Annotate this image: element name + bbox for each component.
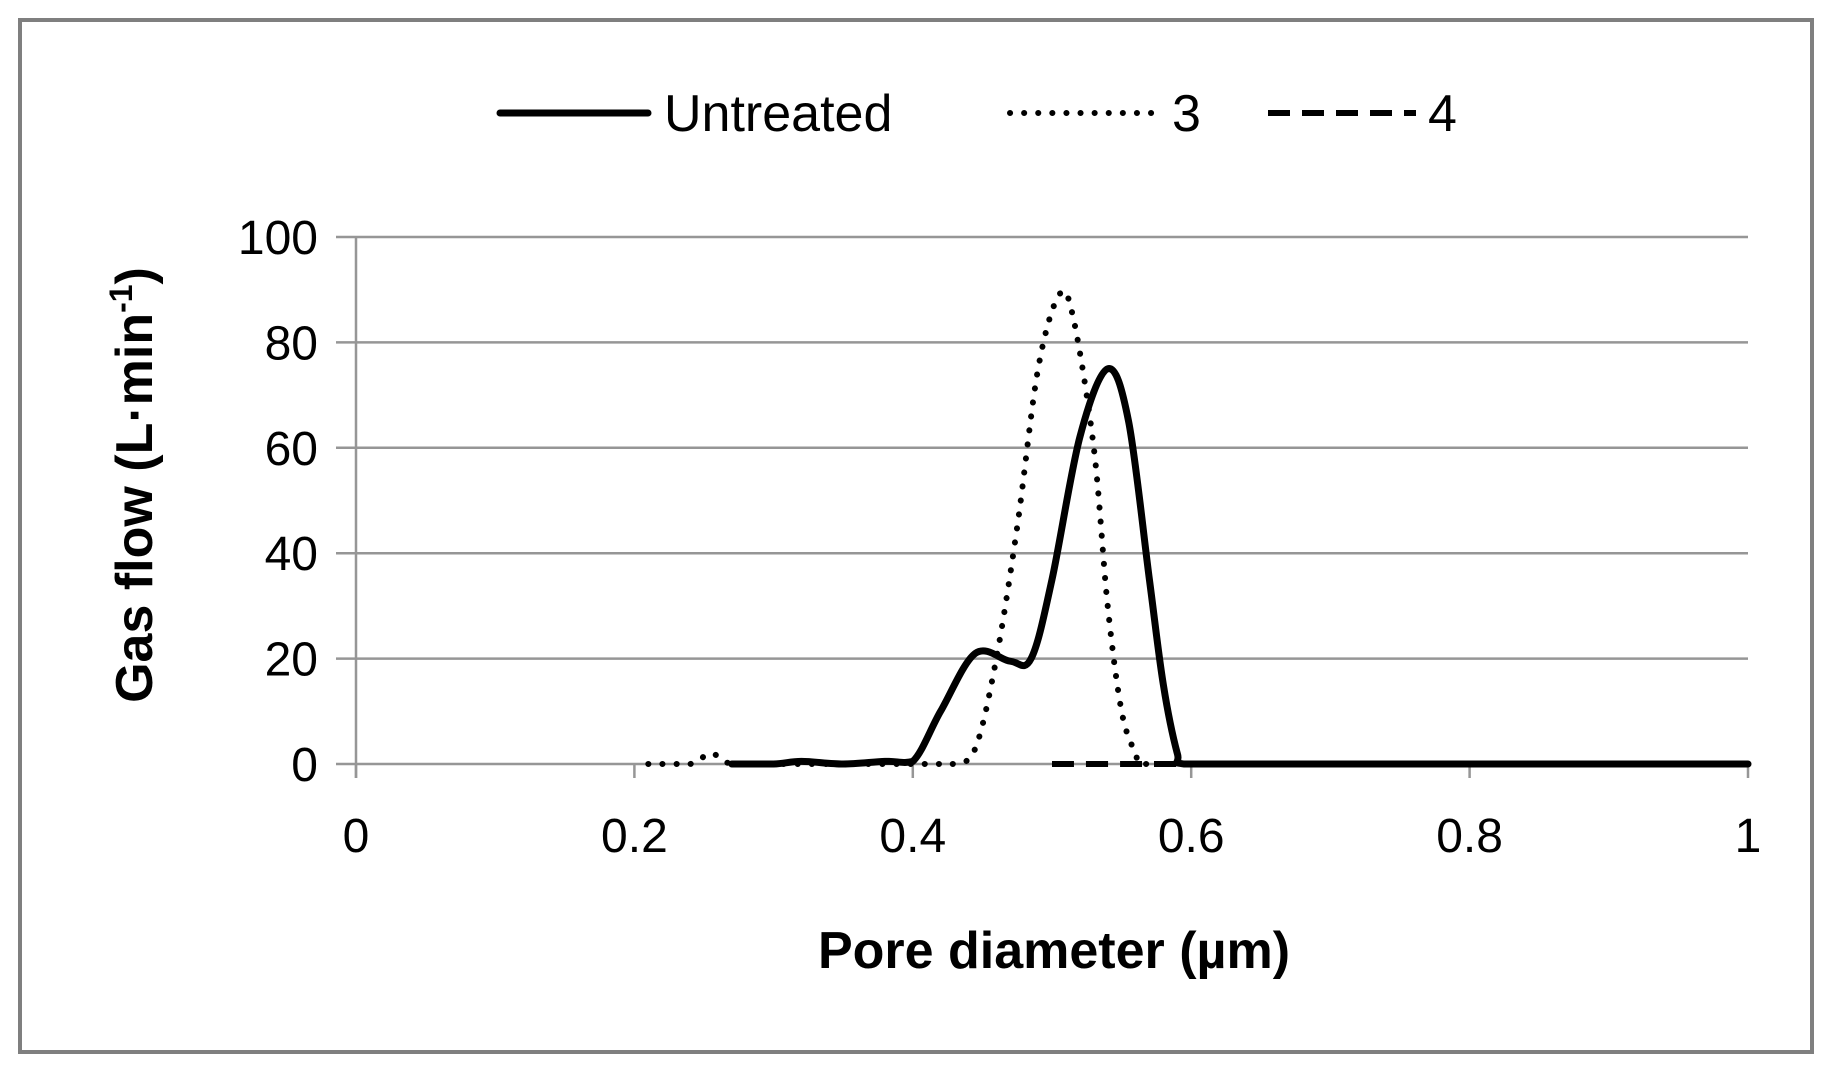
x-axis-title: Pore diameter (µm) (818, 922, 1290, 980)
grid-lines (336, 235, 1748, 660)
y-tick-label: 100 (238, 212, 318, 265)
tick-labels: 0 20 40 60 80 100 0 0.2 0.4 0.6 0.8 1 (238, 212, 1761, 863)
y-axis-title-close: ) (106, 267, 164, 284)
legend: Untreated 3 4 (496, 85, 1457, 143)
x-tick-label: 0.4 (879, 810, 946, 863)
x-tick-label: 1 (1735, 810, 1762, 863)
x-tick-label: 0.6 (1158, 810, 1225, 863)
chart-frame (18, 18, 1814, 1054)
legend-label-3: 3 (1172, 85, 1201, 143)
legend-label-untreated: Untreated (664, 85, 892, 143)
series-line-3 (645, 287, 1195, 768)
y-axis-title-superscript: -1 (103, 284, 139, 312)
x-tick-label: 0.8 (1436, 810, 1503, 863)
y-tick-label: 60 (265, 423, 318, 476)
y-axis-title: Gas flow (L·min-1) (103, 267, 164, 703)
y-tick-label: 20 (265, 634, 318, 687)
axes (336, 237, 1750, 778)
legend-label-4: 4 (1428, 85, 1457, 143)
x-tick-label: 0.2 (601, 810, 668, 863)
y-tick-label: 0 (291, 739, 318, 792)
x-tick-label: 0 (343, 810, 370, 863)
y-tick-label: 40 (265, 528, 318, 581)
y-tick-label: 80 (265, 317, 318, 370)
y-axis-title-main: Gas flow (L·min (106, 313, 164, 703)
series-line-untreated (728, 365, 1752, 768)
series-lines (645, 287, 1752, 768)
